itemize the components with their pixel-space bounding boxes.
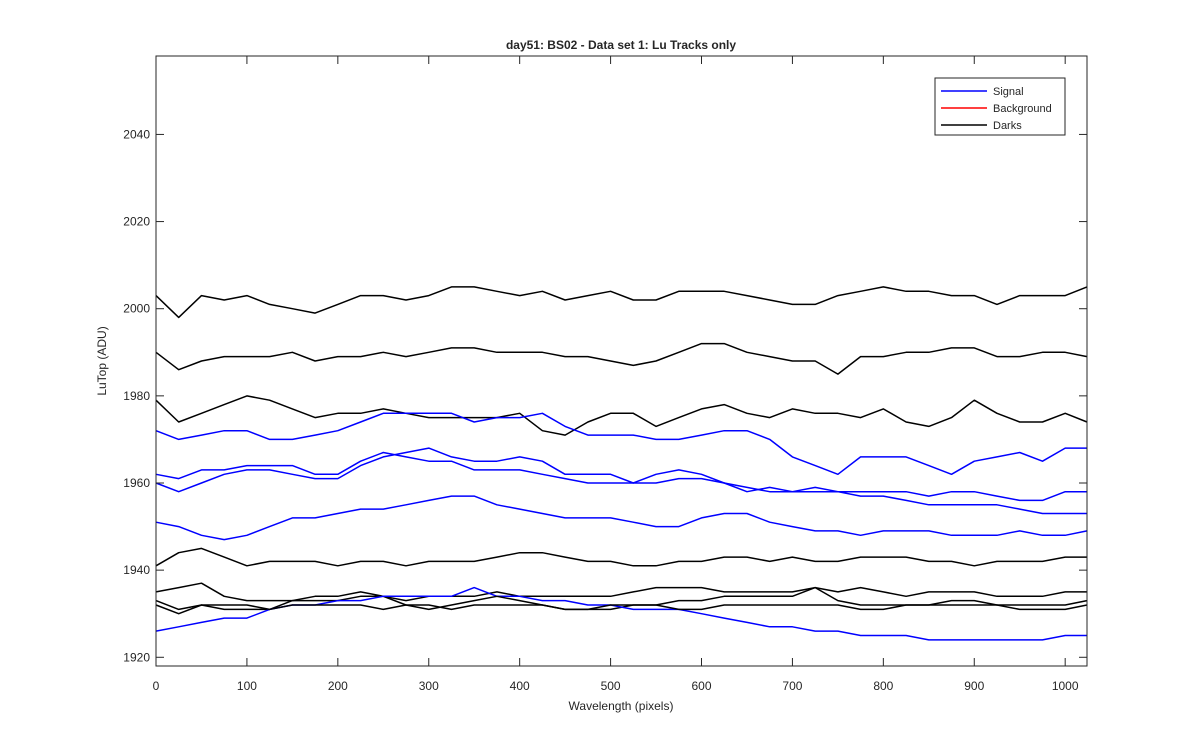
y-tick-label: 2000 [123,302,150,316]
series-line-signal-7 [155,495,1088,541]
x-tick-label: 500 [601,679,621,693]
x-tick-label: 900 [964,679,984,693]
series-line-darks-9 [155,582,1087,602]
y-tick-label: 2040 [123,127,150,141]
y-axis-label: LuTop (ADU) [95,326,109,395]
x-tick-label: 100 [237,679,257,693]
legend-label-darks: Darks [993,120,1022,132]
plot-frame [155,55,1088,667]
series-line-darks-2 [155,342,1088,375]
x-tick-label: 800 [873,679,893,693]
x-tick-label: 300 [419,679,439,693]
chart-title: day51: BS02 - Data set 1: Lu Tracks only [506,38,736,52]
y-tick-label: 1960 [123,476,150,490]
x-tick-label: 200 [328,679,348,693]
series-line-signal-5 [155,451,1087,502]
series-layer [155,286,1088,641]
y-tick-label: 1920 [123,650,150,664]
x-tick-label: 400 [510,679,530,693]
y-tick-label: 1940 [123,563,150,577]
series-line-darks-8 [155,547,1087,567]
plot-background [156,56,1087,666]
y-tick-label: 1980 [123,389,150,403]
x-tick-label: 700 [782,679,802,693]
legend-label-background: Background [993,103,1052,115]
series-line-signal-6 [155,447,1087,515]
series-line-darks-3 [155,395,1088,436]
x-tick-label: 600 [691,679,711,693]
x-tick-label: 0 [153,679,160,693]
x-axis-label: Wavelength (pixels) [569,699,674,713]
series-line-darks-1 [155,286,1088,319]
y-axis: 1920 1940 1960 1980 2000 2020 2040 [123,127,1087,664]
legend: Signal Background Darks [934,77,1066,136]
legend-label-signal: Signal [993,86,1024,98]
y-tick-label: 2020 [123,215,150,229]
x-axis: 0 100 200 300 400 500 600 700 800 900 1000 [153,56,1079,693]
x-tick-label: 1000 [1052,679,1079,693]
series-line-signal-4 [155,412,1087,476]
series-line-darks-12 [155,595,1088,611]
